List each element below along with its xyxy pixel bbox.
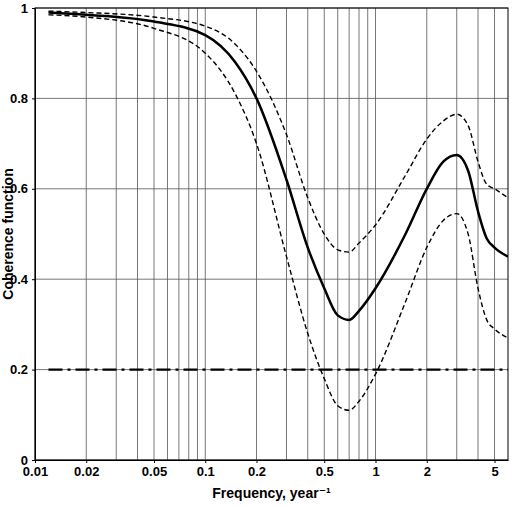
x-minor-grid-line: [188, 8, 189, 460]
x-minor-grid-line: [137, 8, 138, 460]
x-minor-grid-line: [337, 8, 338, 460]
series-line: [48, 369, 508, 371]
x-minor-grid-line: [478, 8, 479, 460]
x-tick-label: 1: [372, 464, 379, 479]
x-tick-mark: [427, 460, 428, 463]
x-minor-grid-line: [349, 8, 350, 460]
x-tick-mark: [86, 460, 87, 463]
grid: [35, 8, 508, 460]
y-tick-mark: [32, 370, 35, 371]
x-grid-line: [256, 8, 257, 460]
y-axis-line: [35, 9, 36, 461]
y-tick-label: 0: [21, 453, 28, 468]
x-tick-label: 0.5: [316, 464, 334, 479]
y-grid-line: [35, 279, 508, 280]
x-tick: 0.1: [197, 460, 215, 479]
y-axis-title: Coherence function: [0, 168, 16, 299]
y-tick: 0: [21, 453, 35, 468]
y-tick-label: 0.2: [10, 362, 28, 377]
x-minor-grid-line: [197, 8, 198, 460]
x-tick-mark: [495, 460, 496, 463]
x-tick-mark: [205, 460, 206, 463]
x-axis-line: [36, 460, 509, 461]
x-minor-grid-line: [167, 8, 168, 460]
x-tick-mark: [154, 460, 155, 463]
y-tick: 0.2: [10, 362, 35, 377]
x-minor-grid-line: [286, 8, 287, 460]
x-tick-label: 5: [491, 464, 498, 479]
series-line: [48, 15, 508, 411]
plot: 0.010.020.050.10.20.512500.20.40.60.81: [10, 1, 509, 480]
x-grid-line: [494, 8, 495, 460]
x-tick: 5: [491, 460, 498, 479]
x-minor-grid-line: [178, 8, 179, 460]
x-minor-grid-line: [116, 8, 117, 460]
x-grid-line: [375, 8, 376, 460]
series-line: [48, 11, 508, 252]
x-tick: 0.5: [316, 460, 334, 479]
x-axis: 0.010.020.050.10.20.5125: [23, 460, 509, 479]
x-axis-title: Frequency, year⁻¹: [212, 485, 331, 501]
x-tick: 0.2: [248, 460, 266, 479]
x-tick-mark: [376, 460, 377, 463]
y-tick-mark: [32, 8, 35, 9]
x-tick: 1: [372, 460, 379, 479]
x-grid-line: [205, 8, 206, 460]
y-tick-label: 0.8: [10, 91, 28, 106]
plot-frame: [35, 8, 508, 460]
x-tick: 0.05: [142, 460, 167, 479]
chart: 0.010.020.050.10.20.512500.20.40.60.81Fr…: [0, 0, 518, 508]
y-tick-mark: [32, 460, 35, 461]
x-grid-line: [426, 8, 427, 460]
y-tick-label: 1: [21, 1, 28, 16]
x-tick: 0.02: [74, 460, 99, 479]
x-tick-label: 0.05: [142, 464, 167, 479]
y-tick-mark: [32, 279, 35, 280]
x-grid-line: [86, 8, 87, 460]
series-line: [48, 13, 508, 320]
x-tick-mark: [324, 460, 325, 463]
x-tick-label: 2: [424, 464, 431, 479]
y-tick-mark: [32, 98, 35, 99]
x-tick: 2: [424, 460, 431, 479]
x-tick-label: 0.1: [197, 464, 215, 479]
y-grid-line: [35, 369, 508, 370]
x-tick-label: 0.02: [74, 464, 99, 479]
y-tick-mark: [32, 189, 35, 190]
y-tick: 0.8: [10, 91, 35, 106]
lines: [48, 11, 508, 410]
x-tick-label: 0.2: [248, 464, 266, 479]
x-grid-line: [154, 8, 155, 460]
x-minor-grid-line: [367, 8, 368, 460]
x-tick-mark: [257, 460, 258, 463]
y-grid-line: [35, 188, 508, 189]
y-tick: 1: [21, 1, 35, 16]
x-minor-grid-line: [359, 8, 360, 460]
x-minor-grid-line: [456, 8, 457, 460]
x-minor-grid-line: [307, 8, 308, 460]
